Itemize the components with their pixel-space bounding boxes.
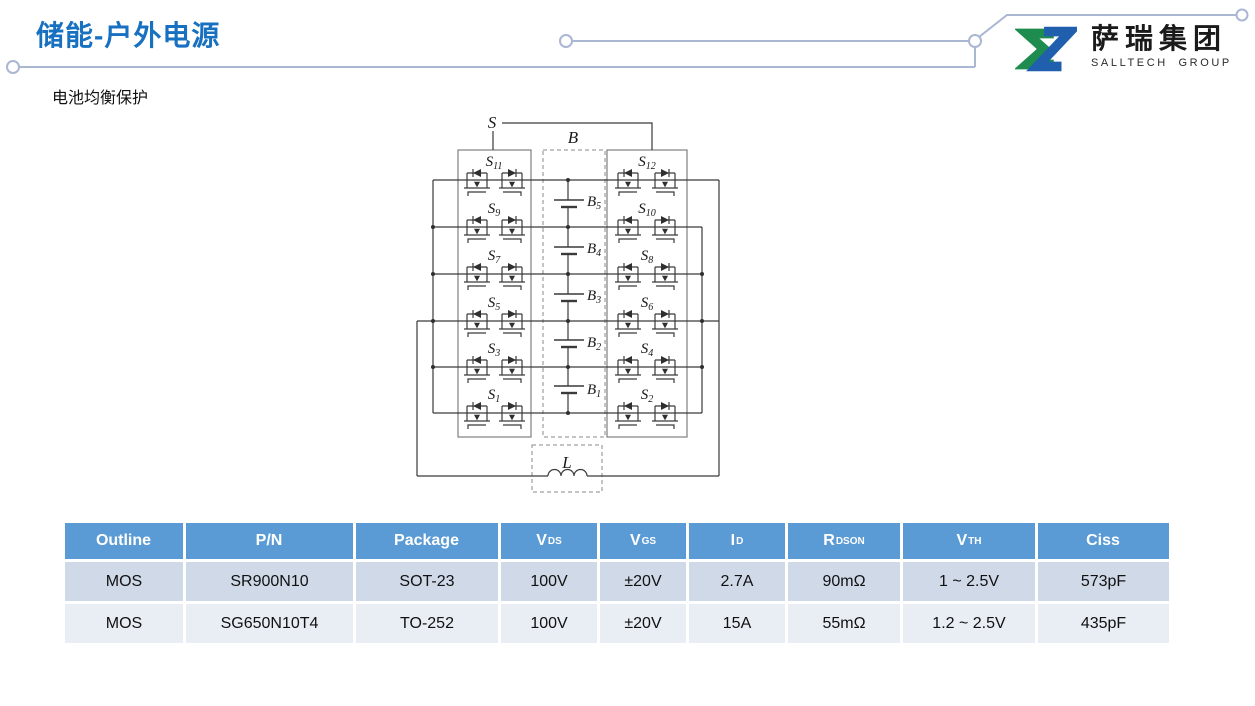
- table-cell: SOT-23: [356, 562, 498, 601]
- connector-node-icon: [559, 34, 573, 48]
- table-cell: 100V: [501, 562, 597, 601]
- logo-group-name: SALLTECH GROUP: [1091, 57, 1232, 69]
- battery-label-b2: B2: [587, 335, 601, 353]
- switch-label-s12: S12: [638, 154, 656, 172]
- mosfet-icon: [651, 168, 679, 197]
- battery-label-b1: B1: [587, 382, 601, 400]
- col-header-vth: V TH: [903, 523, 1035, 559]
- switch-label-s1: S1: [488, 387, 501, 405]
- battery-icon: [554, 339, 584, 349]
- col-header-outline: Outline: [65, 523, 183, 559]
- mosfet-icon: [498, 168, 526, 197]
- battery-icon: [554, 246, 584, 256]
- switch-label-s11: S11: [486, 154, 503, 172]
- battery-icon: [554, 293, 584, 303]
- logo-company-name: 萨瑞集团: [1091, 23, 1228, 54]
- mosfet-icon: [498, 355, 526, 384]
- table-cell: 573pF: [1038, 562, 1169, 601]
- page-title: 储能-户外电源: [36, 20, 221, 51]
- battery-icon: [554, 385, 584, 395]
- mosfet-icon: [498, 401, 526, 430]
- battery-balancing-circuit: S B L S11 S9 S7 S5 S3 S1 S12 S10 S8 S6 S…: [416, 113, 720, 493]
- table-cell: 1 ~ 2.5V: [903, 562, 1035, 601]
- table-cell: SR900N10: [186, 562, 353, 601]
- mosfet-icon: [651, 309, 679, 338]
- right-switch-bank-box: [606, 149, 688, 438]
- label-s: S: [488, 113, 497, 132]
- wire-rails: [416, 180, 720, 476]
- col-header-vgs: V GS: [600, 523, 686, 559]
- mosfet-icon: [614, 309, 642, 338]
- switch-label-s8: S8: [641, 248, 654, 266]
- table-cell: MOS: [65, 604, 183, 643]
- table-cell: 15A: [689, 604, 785, 643]
- mosfet-icon: [498, 309, 526, 338]
- label-b: B: [568, 128, 579, 147]
- left-switch-bank-box: [457, 149, 532, 438]
- switch-label-s6: S6: [641, 295, 654, 313]
- switch-label-s4: S4: [641, 341, 654, 359]
- wire-s-connector: [492, 122, 653, 150]
- page-subtitle: 电池均衡保护: [52, 90, 149, 107]
- col-header-package: Package: [356, 523, 498, 559]
- table-cell: 55mΩ: [788, 604, 900, 643]
- switch-label-s3: S3: [488, 341, 501, 359]
- mosfet-icon: [498, 262, 526, 291]
- mosfet-icon: [463, 309, 491, 338]
- mosfet-icon: [614, 215, 642, 244]
- mosfet-icon: [614, 401, 642, 430]
- switch-label-s10: S10: [638, 201, 656, 219]
- switch-label-s7: S7: [488, 248, 502, 266]
- connector-node-icon: [1235, 8, 1249, 22]
- col-header-vds: V DS: [501, 523, 597, 559]
- connector-node-icon: [6, 60, 20, 74]
- table-cell: 90mΩ: [788, 562, 900, 601]
- mosfet-icon: [614, 168, 642, 197]
- table-cell: TO-252: [356, 604, 498, 643]
- battery-label-b3: B3: [587, 288, 601, 306]
- battery-label-b4: B4: [587, 241, 601, 259]
- mosfet-icon: [651, 355, 679, 384]
- inductor-box: [531, 444, 603, 493]
- table-cell: SG650N10T4: [186, 604, 353, 643]
- connector-node-icon: [968, 34, 982, 48]
- company-logo: 萨瑞集团 SALLTECH GROUP: [1015, 24, 1232, 74]
- switch-label-s5: S5: [488, 295, 501, 313]
- col-header-pn: P/N: [186, 523, 353, 559]
- table-cell: ±20V: [600, 604, 686, 643]
- mosfet-icon: [651, 215, 679, 244]
- battery-icon: [554, 199, 584, 209]
- table-cell: 2.7A: [689, 562, 785, 601]
- mosfet-icon: [498, 215, 526, 244]
- mosfet-icon: [463, 168, 491, 197]
- mosfet-icon: [463, 355, 491, 384]
- logo-text: 萨瑞集团 SALLTECH GROUP: [1091, 23, 1232, 70]
- switch-label-s9: S9: [488, 201, 501, 219]
- mosfet-icon: [614, 355, 642, 384]
- mosfet-icon: [463, 262, 491, 291]
- battery-label-b5: B5: [587, 194, 601, 212]
- battery-icons: [554, 199, 584, 395]
- table-cell: 435pF: [1038, 604, 1169, 643]
- mosfet-icon: [614, 262, 642, 291]
- table-cell: MOS: [65, 562, 183, 601]
- junction-dots: [431, 178, 704, 415]
- label-l: L: [561, 453, 571, 472]
- mosfet-icon: [651, 401, 679, 430]
- mosfet-icon: [463, 215, 491, 244]
- table-cell: ±20V: [600, 562, 686, 601]
- col-header-rdson: R DSON: [788, 523, 900, 559]
- table-cell: 100V: [501, 604, 597, 643]
- mosfet-icon: [651, 262, 679, 291]
- mosfet-icon: [463, 401, 491, 430]
- salltech-logo-icon: [1015, 26, 1077, 72]
- col-header-ciss: Ciss: [1038, 523, 1169, 559]
- battery-bank-box: [542, 149, 606, 438]
- inductor-icon: [547, 468, 588, 477]
- table-cell: 1.2 ~ 2.5V: [903, 604, 1035, 643]
- switch-label-s2: S2: [641, 387, 654, 405]
